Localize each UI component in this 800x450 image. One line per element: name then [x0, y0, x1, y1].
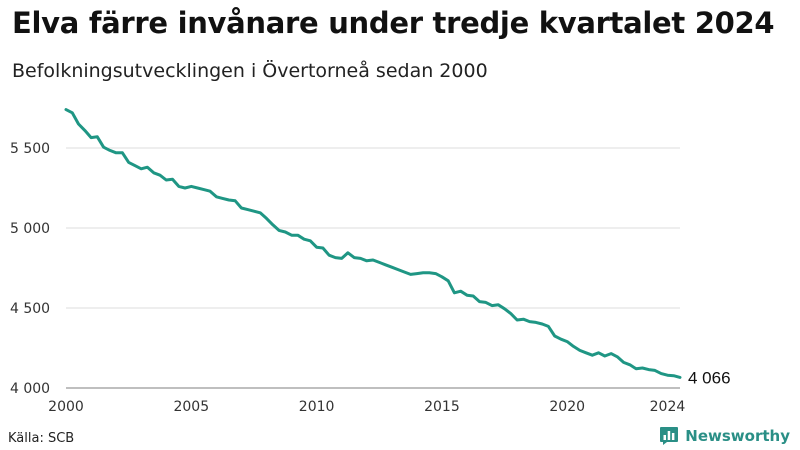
chart-subtitle: Befolkningsutvecklingen i Övertorneå sed… — [12, 60, 488, 82]
y-tick-label: 4 500 — [10, 301, 50, 317]
series-line — [64, 108, 682, 379]
grid-lines — [66, 147, 680, 389]
x-tick-label: 2015 — [424, 399, 460, 415]
x-tick-label: 2020 — [549, 399, 585, 415]
y-tick-label: 4 000 — [10, 381, 50, 397]
end-value-label: 4 066 — [688, 368, 731, 387]
y-axis: 4 000 4 500 5 000 5 500 — [10, 141, 50, 397]
x-tick-label: 2000 — [48, 399, 84, 415]
x-tick-label: 2024 — [650, 399, 686, 415]
bar-chart-speech-icon — [660, 427, 679, 445]
source-note: Källa: SCB — [8, 431, 75, 446]
brand: Newsworthy — [659, 426, 790, 446]
x-axis: 2000 2005 2010 2015 2020 2024 — [48, 399, 685, 415]
x-tick-label: 2005 — [173, 399, 209, 415]
x-tick-label: 2010 — [299, 399, 335, 415]
chart-title: Elva färre invånare under tredje kvartal… — [12, 6, 775, 40]
brand-name: Newsworthy — [685, 427, 790, 445]
y-tick-label: 5 500 — [10, 141, 50, 157]
y-tick-label: 5 000 — [10, 221, 50, 237]
